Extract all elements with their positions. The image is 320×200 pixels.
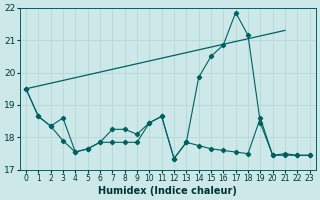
X-axis label: Humidex (Indice chaleur): Humidex (Indice chaleur) (98, 186, 237, 196)
